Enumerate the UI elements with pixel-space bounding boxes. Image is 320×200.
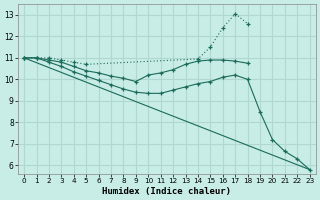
X-axis label: Humidex (Indice chaleur): Humidex (Indice chaleur) bbox=[102, 187, 231, 196]
